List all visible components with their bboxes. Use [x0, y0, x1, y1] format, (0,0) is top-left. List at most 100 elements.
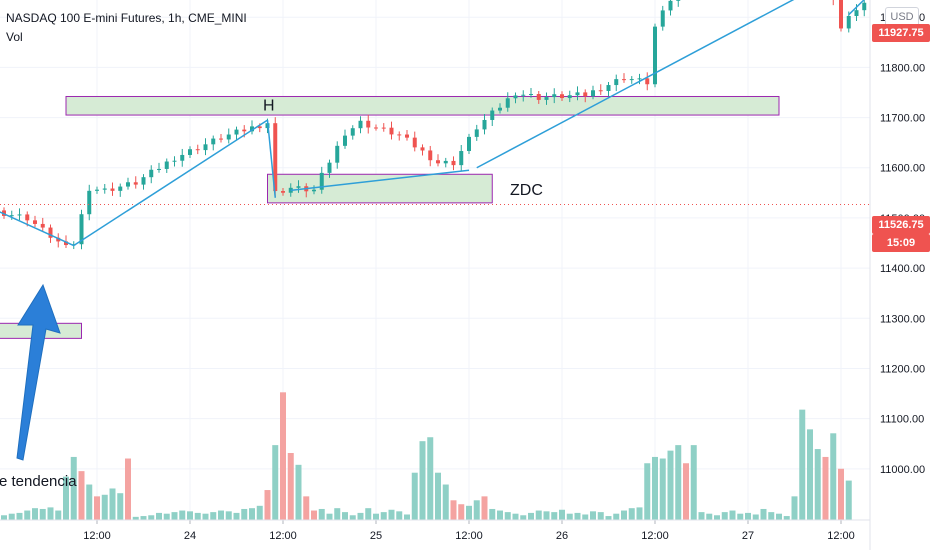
volume-bar [373, 513, 379, 520]
candle-body [327, 162, 332, 173]
candle-body [606, 85, 611, 91]
volume-bar [489, 508, 496, 520]
trend-line [290, 169, 470, 192]
candle-body [87, 190, 92, 215]
candle-body [79, 214, 84, 245]
volume-bar [280, 392, 286, 520]
candle-body [242, 129, 247, 132]
candle-body [560, 94, 564, 99]
candle-body [257, 126, 262, 129]
candle-body [637, 78, 642, 80]
volume-bar [427, 437, 434, 520]
volume-bar [605, 516, 612, 520]
candle-body [102, 188, 107, 190]
x-tick-label: 12:00 [83, 530, 111, 542]
y-tick-label: 11200.00 [880, 363, 925, 375]
candle-body [653, 26, 657, 85]
volume-bar [326, 513, 333, 520]
volume-bar [559, 509, 565, 520]
volume-bar [628, 508, 635, 520]
candle-body [389, 127, 394, 135]
volume-bar [342, 512, 348, 520]
zone-zdc-label: ZDC [510, 182, 543, 199]
volume-bar [179, 510, 186, 520]
candle-body [188, 149, 192, 155]
candle-body [33, 220, 37, 224]
y-tick-label: 11400.00 [880, 263, 925, 275]
candle-body [521, 94, 526, 96]
symbol-title[interactable]: NASDAQ 100 E-mini Futures, 1h, CME_MINI [6, 11, 247, 25]
volume-bar [543, 511, 550, 520]
volume-bar [636, 507, 643, 520]
last-price-tag: 11526.75 [872, 216, 930, 234]
volume-bar [194, 512, 201, 520]
volume-bar [838, 468, 844, 520]
candle-body [296, 186, 301, 188]
volume-bar [652, 456, 658, 520]
y-tick-label: 11000.00 [880, 464, 925, 476]
volume-bar [621, 510, 627, 520]
candle-body [219, 138, 223, 140]
volume-bar [644, 463, 651, 520]
volume-bar [520, 515, 527, 520]
candle-body [25, 214, 30, 221]
candle-body [459, 151, 464, 166]
volume-layer [1, 392, 852, 520]
volume-bar [659, 458, 666, 520]
y-tick-label: 11700.00 [880, 113, 925, 125]
candle-body [567, 95, 572, 99]
volume-bar [39, 508, 46, 520]
candle-body [474, 129, 479, 137]
note-text: e tendencia [0, 473, 77, 490]
candle-body [149, 169, 154, 178]
volume-bar [714, 515, 720, 520]
x-tick-label: 12:00 [827, 530, 855, 542]
trend-line [0, 211, 75, 247]
volume-bar [225, 511, 232, 520]
volume-bar [706, 513, 713, 520]
volume-bar [78, 471, 85, 520]
volume-bar [125, 458, 131, 520]
candle-body [490, 110, 495, 120]
volume-bar [140, 516, 147, 520]
volume-bar [396, 511, 403, 520]
candle-body [281, 191, 285, 193]
x-tick-label: 26 [556, 530, 568, 542]
volume-bar [675, 445, 682, 520]
volume-bar [760, 508, 767, 520]
candle-body [436, 160, 440, 164]
volume-bar [349, 515, 356, 520]
x-tick-label: 12:00 [641, 530, 669, 542]
candle-body [164, 161, 169, 169]
volume-bar [287, 453, 294, 520]
volume-indicator-label[interactable]: Vol [6, 30, 23, 44]
volume-bar [419, 441, 426, 520]
volume-bar [466, 505, 472, 520]
volume-bar [791, 496, 798, 520]
volume-bar [799, 409, 806, 520]
volume-bar [365, 508, 372, 520]
candle-body [203, 144, 208, 151]
volume-bar [101, 494, 108, 520]
annotation-layer: H ZDC e tendencia [0, 97, 543, 490]
volume-bar [249, 508, 255, 520]
volume-bar [171, 512, 178, 520]
volume-bar [357, 512, 364, 520]
volume-bar [698, 512, 705, 520]
zone-box [65, 95, 780, 116]
candle-body [350, 128, 355, 136]
candle-body [622, 79, 626, 81]
y-tick-label: 11300.00 [880, 313, 925, 325]
candle-body [343, 135, 347, 146]
candle-body [56, 237, 61, 242]
volume-bar [32, 508, 38, 520]
candle-body [133, 182, 138, 185]
y-tick-label: 11800.00 [880, 62, 925, 74]
volume-bar [814, 449, 821, 520]
candle-body [40, 223, 45, 228]
volume-bar [295, 464, 302, 520]
volume-bar [458, 504, 465, 520]
trend-line [476, 0, 795, 169]
